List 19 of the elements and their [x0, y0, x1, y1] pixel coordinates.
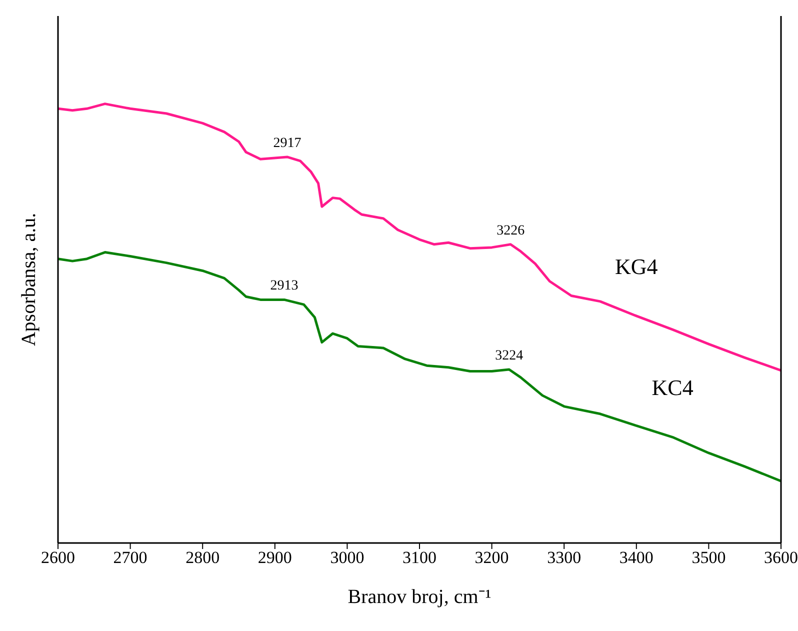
- annotation: 3226: [496, 223, 525, 238]
- x-axis-title: Branov broj, cm⁻¹: [348, 586, 492, 608]
- x-tick-label: 3000: [330, 548, 364, 568]
- x-tick-label: 3400: [619, 548, 654, 568]
- annotation: 2913: [270, 278, 298, 294]
- series-label: KC4: [652, 375, 694, 400]
- x-tick-label: 2600: [41, 548, 75, 568]
- annotation: 3224: [495, 348, 524, 364]
- x-tick-label: 3500: [692, 548, 726, 568]
- x-tick-label: 2700: [113, 548, 148, 568]
- x-tick-label: 3200: [474, 548, 509, 568]
- x-tick-label: 3100: [402, 548, 436, 568]
- x-tick-label: 3300: [547, 548, 582, 568]
- x-tick-label: 2900: [258, 548, 292, 568]
- x-tick-label: 2800: [186, 548, 220, 568]
- y-axis-title: Apsorbansa, a.u.: [18, 212, 40, 346]
- annotation: 2917: [273, 136, 302, 151]
- series-label: KG4: [615, 254, 658, 279]
- x-tick-label: 3600: [764, 548, 798, 568]
